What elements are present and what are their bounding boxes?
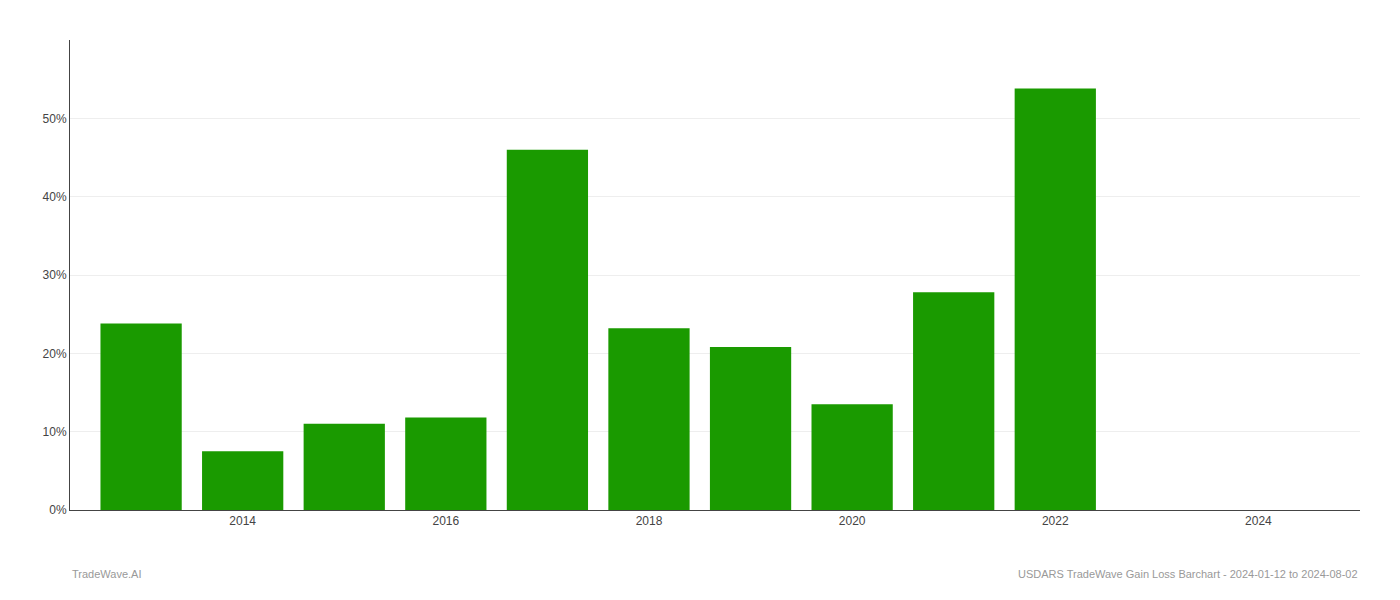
svg-text:2020: 2020 <box>839 514 866 528</box>
svg-text:10%: 10% <box>43 425 67 439</box>
svg-text:2022: 2022 <box>1042 514 1069 528</box>
svg-text:20%: 20% <box>43 347 67 361</box>
svg-text:40%: 40% <box>43 190 67 204</box>
svg-text:2018: 2018 <box>636 514 663 528</box>
svg-text:30%: 30% <box>43 268 67 282</box>
svg-text:USDARS TradeWave Gain Loss Bar: USDARS TradeWave Gain Loss Barchart - 20… <box>1018 568 1358 580</box>
svg-text:50%: 50% <box>43 112 67 126</box>
svg-text:2016: 2016 <box>432 514 459 528</box>
svg-text:2024: 2024 <box>1245 514 1272 528</box>
svg-text:2014: 2014 <box>229 514 256 528</box>
svg-text:0%: 0% <box>49 503 67 517</box>
svg-text:TradeWave.AI: TradeWave.AI <box>72 568 142 580</box>
